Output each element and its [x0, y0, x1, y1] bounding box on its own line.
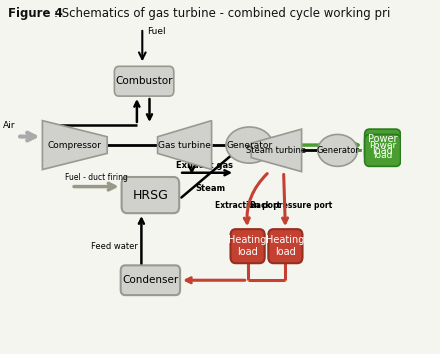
FancyBboxPatch shape — [121, 177, 179, 213]
Text: HRSG: HRSG — [132, 189, 169, 201]
Polygon shape — [158, 121, 212, 170]
Polygon shape — [251, 129, 301, 172]
Text: Feed water: Feed water — [91, 242, 138, 251]
Text: : Schematics of gas turbine - combined cycle working pri: : Schematics of gas turbine - combined c… — [54, 7, 390, 20]
Text: Combustor: Combustor — [115, 76, 173, 86]
FancyBboxPatch shape — [121, 266, 180, 295]
Text: Extraction port: Extraction port — [215, 201, 280, 210]
Text: Fuel - duct firing: Fuel - duct firing — [65, 173, 128, 182]
Ellipse shape — [318, 135, 357, 166]
Text: Steam: Steam — [195, 184, 226, 193]
FancyBboxPatch shape — [365, 129, 400, 161]
FancyBboxPatch shape — [114, 66, 174, 96]
Ellipse shape — [226, 127, 273, 163]
Text: Exhaust gas: Exhaust gas — [176, 161, 233, 170]
FancyBboxPatch shape — [231, 229, 265, 263]
Text: Heating
load: Heating load — [228, 235, 267, 257]
Text: Figure 4: Figure 4 — [8, 7, 63, 20]
Text: Condenser: Condenser — [122, 275, 179, 285]
FancyBboxPatch shape — [365, 135, 400, 166]
Text: Compressor: Compressor — [48, 141, 102, 150]
Text: Heating
load: Heating load — [266, 235, 304, 257]
FancyBboxPatch shape — [268, 229, 303, 263]
Text: Gas turbine: Gas turbine — [158, 141, 211, 150]
Text: Power
load: Power load — [369, 141, 396, 160]
Text: Generator: Generator — [226, 141, 272, 150]
Text: Generator: Generator — [316, 146, 359, 155]
Text: Air: Air — [3, 121, 15, 130]
Text: Steam turbine: Steam turbine — [246, 146, 307, 155]
Polygon shape — [42, 121, 107, 170]
Text: Fuel: Fuel — [147, 27, 165, 36]
Text: Back pressure port: Back pressure port — [249, 201, 332, 210]
Text: Power
load: Power load — [368, 134, 397, 156]
